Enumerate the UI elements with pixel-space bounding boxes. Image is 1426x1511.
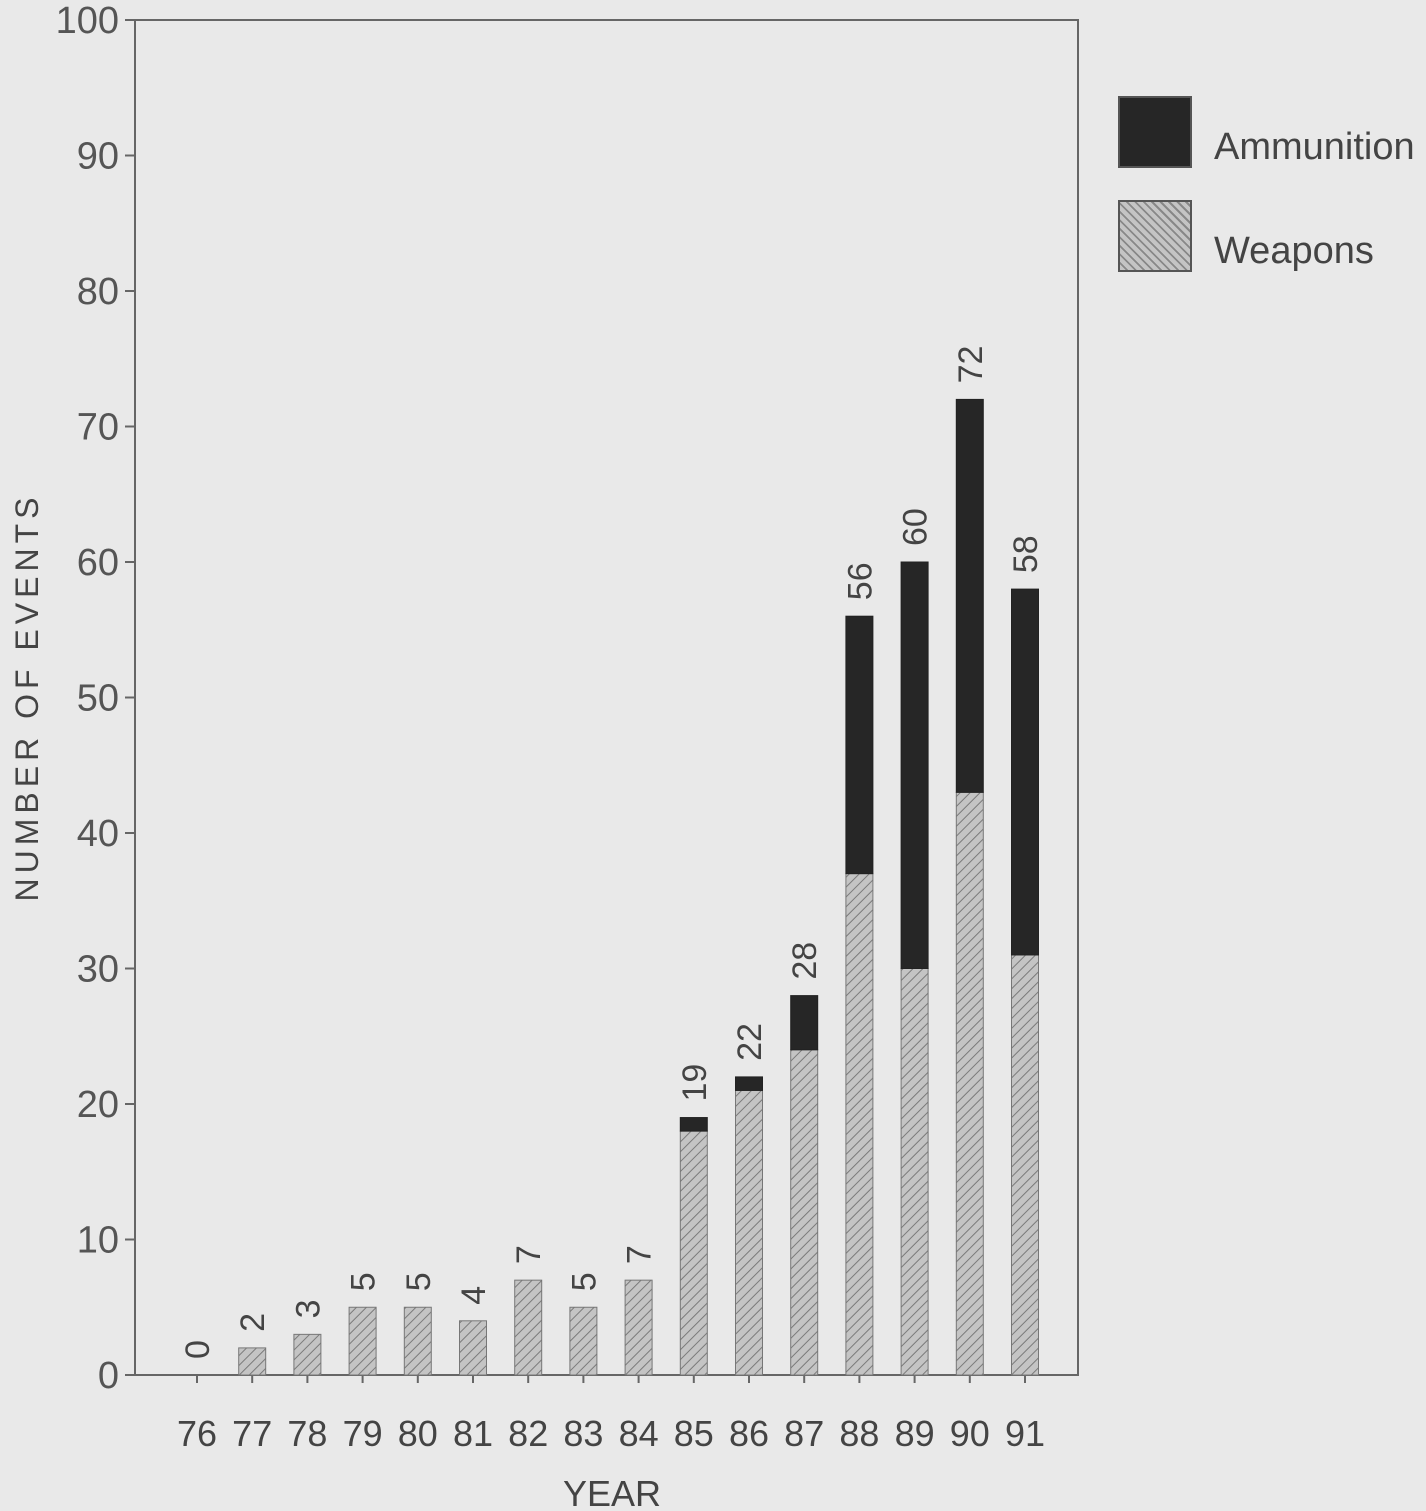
x-axis: 76 77 78 79 80 81 82 83 84 85 86 87 88 89 90 91 (177, 1375, 1045, 1454)
x-tick-label: 90 (950, 1413, 990, 1454)
y-tick-label: 40 (77, 813, 119, 855)
bar-weapons-82 (514, 1279, 543, 1376)
x-tick-label: 83 (563, 1413, 603, 1454)
bar-ammunition-85 (679, 1117, 708, 1132)
x-tick-label: 86 (729, 1413, 769, 1454)
data-label-80: 5 (400, 1272, 438, 1291)
x-tick-label: 85 (674, 1413, 714, 1454)
x-tick-label: 79 (343, 1413, 383, 1454)
x-tick-label: 80 (398, 1413, 438, 1454)
bar-weapons-90 (955, 791, 984, 1376)
data-label-78: 3 (289, 1299, 327, 1318)
bar-weapons-89 (900, 968, 929, 1376)
data-label-88: 56 (841, 562, 879, 600)
x-tick-label: 89 (895, 1413, 935, 1454)
x-tick-label: 78 (287, 1413, 327, 1454)
bar-weapons-78 (293, 1333, 322, 1376)
bar-ammunition-91 (1011, 588, 1039, 956)
data-label-76: 0 (179, 1340, 217, 1359)
bar-weapons-88 (845, 873, 874, 1376)
bar-weapons-83 (569, 1306, 598, 1376)
x-tick-label: 82 (508, 1413, 548, 1454)
data-label-91: 58 (1007, 535, 1045, 573)
bar-ammunition-88 (845, 615, 874, 875)
bar-weapons-77 (238, 1347, 267, 1376)
y-tick-label: 60 (77, 542, 119, 584)
data-label-84: 7 (621, 1245, 659, 1264)
x-tick-label: 91 (1005, 1413, 1045, 1454)
bar-weapons-81 (459, 1320, 487, 1376)
bar-weapons-85 (679, 1130, 708, 1376)
bar-weapons-84 (624, 1279, 653, 1376)
y-axis: 0 10 20 30 40 50 60 70 80 90 100 (56, 0, 135, 1397)
y-tick-label: 30 (77, 949, 119, 991)
legend-label-weapons: Weapons (1214, 230, 1374, 272)
x-tick-label: 77 (232, 1413, 272, 1454)
y-axis-label: NUMBER OF EVENTS (9, 493, 45, 902)
y-tick-label: 80 (77, 271, 119, 313)
weapons-swatch (1118, 200, 1192, 272)
y-tick-label: 100 (56, 0, 119, 42)
bar-ammunition-87 (790, 995, 819, 1051)
data-label-87: 28 (786, 942, 824, 980)
y-tick-label: 50 (77, 678, 119, 720)
bar-weapons-86 (735, 1089, 763, 1376)
y-tick-label: 10 (77, 1220, 119, 1262)
bar-ammunition-86 (735, 1076, 763, 1091)
bar-weapons-87 (790, 1049, 819, 1376)
y-tick-label: 70 (77, 407, 119, 449)
x-tick-label: 76 (177, 1413, 217, 1454)
x-tick-label: 84 (619, 1413, 659, 1454)
data-label-89: 60 (897, 508, 935, 546)
bars (238, 398, 1039, 1376)
y-tick-label: 90 (77, 136, 119, 178)
bar-weapons-80 (403, 1306, 432, 1376)
plot-frame (134, 19, 1079, 1376)
y-tick-label: 0 (98, 1355, 119, 1397)
x-axis-label: YEAR (563, 1473, 661, 1511)
data-label-81: 4 (455, 1286, 493, 1305)
bar-weapons-91 (1011, 954, 1039, 1376)
data-label-83: 5 (565, 1272, 603, 1291)
data-label-77: 2 (234, 1313, 272, 1332)
x-tick-label: 81 (453, 1413, 493, 1454)
data-label-86: 22 (731, 1023, 769, 1061)
x-tick-label: 88 (839, 1413, 879, 1454)
data-label-79: 5 (345, 1272, 383, 1291)
bar-weapons-79 (348, 1306, 377, 1376)
ammunition-swatch (1118, 96, 1192, 168)
legend-label-ammunition: Ammunition (1214, 126, 1415, 168)
bar-ammunition-90 (955, 398, 984, 793)
x-tick-label: 87 (784, 1413, 824, 1454)
data-label-85: 19 (676, 1064, 714, 1102)
data-label-90: 72 (952, 346, 990, 384)
data-label-82: 7 (510, 1245, 548, 1264)
y-tick-label: 20 (77, 1084, 119, 1126)
bar-ammunition-89 (900, 561, 929, 969)
